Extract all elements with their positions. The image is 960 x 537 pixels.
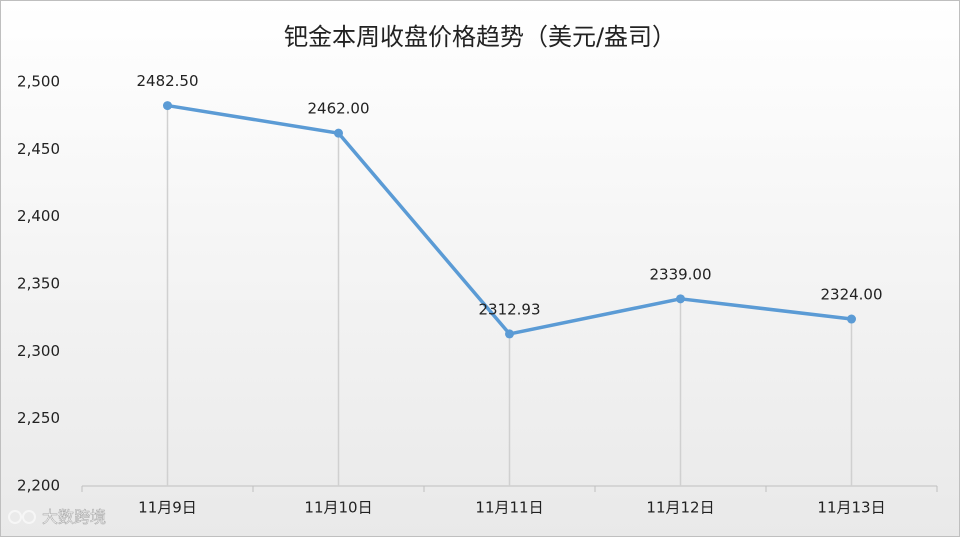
point bbox=[163, 101, 172, 111]
value-label: 2482.50 bbox=[136, 72, 198, 90]
y-tick-label: 2,300 bbox=[17, 342, 60, 360]
y-tick-label: 2,200 bbox=[17, 477, 60, 495]
value-label: 2312.93 bbox=[478, 300, 540, 318]
x-tick-label: 11月9日 bbox=[138, 499, 197, 517]
watermark: 大数跨境 bbox=[42, 508, 106, 527]
point bbox=[505, 329, 514, 339]
y-tick-label: 2,500 bbox=[17, 73, 60, 91]
x-tick-label: 11月10日 bbox=[304, 499, 372, 517]
value-label: 2462.00 bbox=[307, 100, 369, 118]
y-tick-label: 2,250 bbox=[17, 409, 60, 427]
y-tick-label: 2,400 bbox=[17, 207, 60, 225]
y-tick-label: 2,450 bbox=[17, 140, 60, 158]
point bbox=[676, 294, 685, 304]
y-tick-label: 2,350 bbox=[17, 275, 60, 293]
point bbox=[334, 128, 343, 138]
x-tick-label: 11月11日 bbox=[475, 499, 543, 517]
chart-title: 钯金本周收盘价格趋势（美元/盎司） bbox=[284, 23, 676, 51]
x-tick-label: 11月13日 bbox=[817, 499, 885, 517]
x-tick-label: 11月12日 bbox=[646, 499, 714, 517]
point bbox=[847, 314, 856, 324]
watermark-logo bbox=[8, 510, 36, 524]
value-label: 2339.00 bbox=[649, 265, 711, 283]
value-label: 2324.00 bbox=[820, 286, 882, 304]
